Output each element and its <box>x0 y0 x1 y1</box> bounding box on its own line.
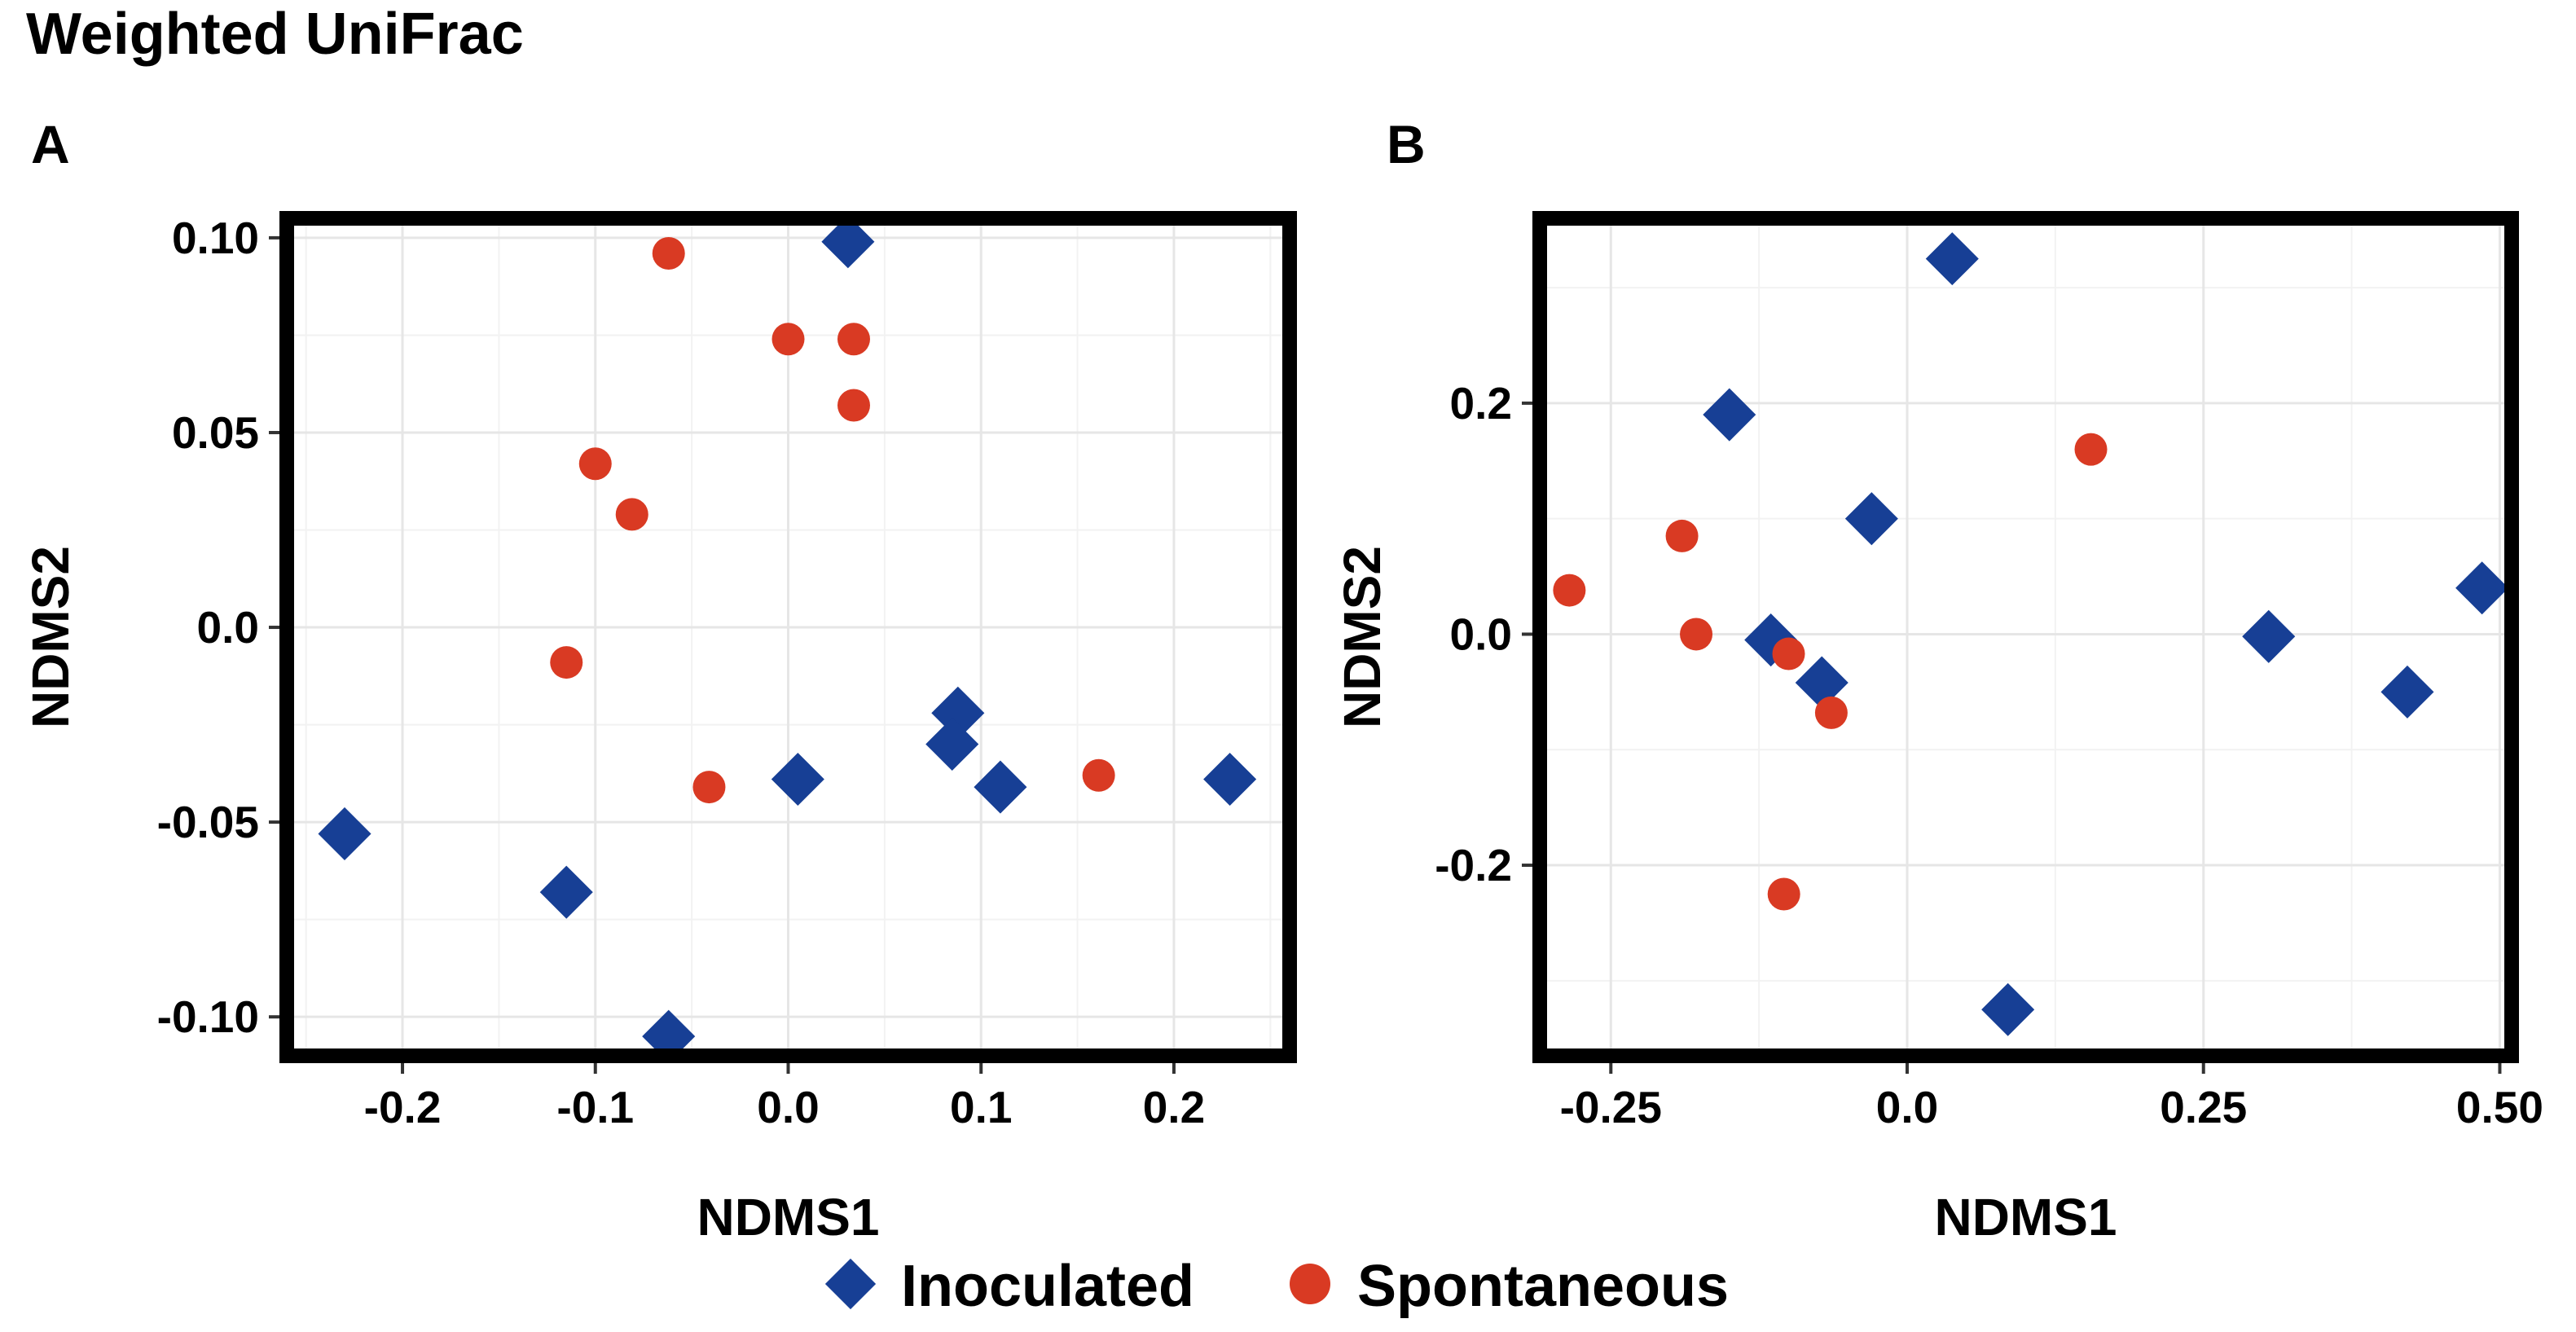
point-spontaneous <box>1814 696 1848 729</box>
point-inoculated <box>1981 983 2035 1036</box>
y-tick-label: -0.2 <box>1435 840 1512 890</box>
point-inoculated <box>925 717 979 772</box>
point-spontaneous <box>771 323 805 356</box>
point-inoculated <box>1844 492 1898 546</box>
x-tick-label: -0.2 <box>364 1082 442 1132</box>
point-inoculated <box>771 752 824 807</box>
x-axis-label: NDMS1 <box>1934 1188 2117 1246</box>
legend-item-spontaneous: Spontaneous <box>1290 1254 1729 1319</box>
point-spontaneous <box>652 237 685 270</box>
point-spontaneous <box>1665 519 1699 552</box>
y-tick-label: 0.2 <box>1450 378 1512 429</box>
legend-item-inoculated: Inoculated <box>824 1254 1194 1319</box>
point-spontaneous <box>1082 758 1115 792</box>
point-spontaneous <box>1767 877 1800 911</box>
point-inoculated <box>2242 609 2296 663</box>
y-axis-label: NDMS2 <box>21 546 80 728</box>
legend: Inoculated Spontaneous <box>824 1254 1729 1319</box>
point-spontaneous <box>837 323 870 356</box>
point-inoculated <box>1925 232 1979 286</box>
legend-label-inoculated: Inoculated <box>901 1254 1194 1319</box>
x-tick-label: 0.1 <box>950 1082 1012 1132</box>
point-spontaneous <box>578 447 612 481</box>
figure-title: Weighted UniFrac <box>26 2 524 67</box>
point-inoculated <box>318 807 371 860</box>
point-spontaneous <box>550 646 583 679</box>
y-tick-label: -0.05 <box>157 797 259 847</box>
axes: -0.25 0.0 0.25 0.50 -0.2 0.0 0.2 <box>1435 218 2543 1132</box>
y-tick-label: 0.10 <box>172 213 259 263</box>
point-inoculated <box>2380 665 2434 719</box>
x-axis-label: NDMS1 <box>697 1188 879 1246</box>
point-spontaneous <box>1680 618 1713 651</box>
panel-frame <box>279 211 1297 1063</box>
x-tick-label: 0.50 <box>2456 1082 2543 1132</box>
panel-b: B -0.25 0.0 0.25 0.50 -0.2 0.0 0.2 NDMS1 NDMS2 <box>1333 114 2543 1246</box>
points <box>1553 232 2509 1036</box>
point-spontaneous <box>837 389 870 422</box>
point-spontaneous <box>2074 433 2108 466</box>
y-tick-label: 0.05 <box>172 407 259 458</box>
legend-label-spontaneous: Spontaneous <box>1357 1254 1729 1319</box>
x-tick-label: -0.25 <box>1560 1082 1662 1132</box>
legend-marker-spontaneous <box>1290 1264 1330 1304</box>
point-spontaneous <box>615 498 648 531</box>
panel-label-b: B <box>1387 114 1426 174</box>
panel-label-a: A <box>31 114 70 174</box>
x-tick-label: 0.2 <box>1143 1082 1205 1132</box>
axes: -0.2 -0.1 0.0 0.1 0.2 -0.10 -0.05 0.0 0.05 0.10 <box>157 213 1290 1132</box>
point-spontaneous <box>1553 574 1586 607</box>
legend-marker-inoculated <box>824 1258 877 1310</box>
point-inoculated <box>1703 388 1756 442</box>
y-tick-label: -0.10 <box>157 991 259 1042</box>
point-inoculated <box>974 760 1027 814</box>
panel-a: A -0.2 -0.1 0.0 0.1 0.2 -0.10 -0.05 0.0 0.05 0.10 N… <box>21 114 1297 1246</box>
x-tick-label: 0.0 <box>757 1082 819 1132</box>
y-tick-label: 0.0 <box>1450 609 1512 659</box>
point-spontaneous <box>692 771 726 804</box>
x-tick-label: -0.1 <box>556 1082 634 1132</box>
x-tick-label: 0.25 <box>2160 1082 2247 1132</box>
point-inoculated <box>2455 561 2509 615</box>
panel-frame <box>1532 211 2519 1063</box>
point-inoculated <box>1795 656 1848 710</box>
x-tick-label: 0.0 <box>1876 1082 1938 1132</box>
point-spontaneous <box>1772 637 1805 670</box>
point-inoculated <box>539 865 593 919</box>
y-tick-label: 0.0 <box>197 602 259 653</box>
y-axis-label: NDMS2 <box>1333 546 1391 728</box>
point-inoculated <box>1203 752 1257 807</box>
